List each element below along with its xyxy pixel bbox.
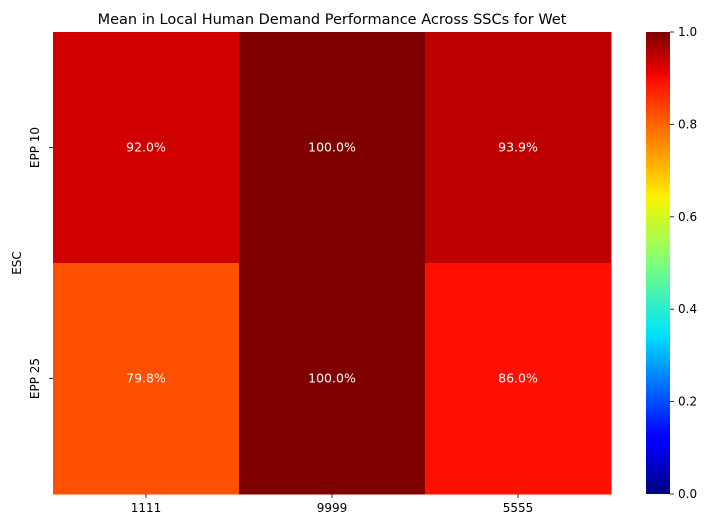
heatmap-cell [53, 32, 240, 264]
heatmap-cell [239, 263, 426, 495]
y-tick-label: EPP 10 [28, 127, 42, 168]
y-axis: EPP 10 EPP 25 [28, 127, 53, 399]
x-tick-label: 1111 [131, 501, 162, 515]
cell-label: 86.0% [498, 371, 538, 386]
colorbar-tick-label: 0.4 [678, 302, 697, 316]
colorbar-tick-label: 0.8 [678, 117, 697, 131]
x-axis: 1111 9999 5555 [131, 494, 534, 515]
y-axis-label: ESC [10, 251, 24, 275]
heatmap-cell [425, 32, 612, 264]
colorbar-tick-label: 1.0 [678, 25, 697, 39]
x-tick-label: 5555 [503, 501, 534, 515]
cell-label: 100.0% [308, 371, 356, 386]
colorbar-ticks: 0.0 0.2 0.4 0.6 0.8 1.0 [670, 25, 697, 501]
heatmap-cell [53, 263, 240, 495]
cell-label: 79.8% [126, 371, 166, 386]
y-tick-label: EPP 25 [28, 358, 42, 399]
heatmap-cell [239, 32, 426, 264]
x-tick-label: 9999 [317, 501, 348, 515]
colorbar-tick-label: 0.2 [678, 395, 697, 409]
cell-label: 93.9% [498, 140, 538, 155]
heatmap-cell [425, 263, 612, 495]
colorbar-tick-label: 0.6 [678, 210, 697, 224]
chart-title: Mean in Local Human Demand Performance A… [98, 12, 567, 28]
colorbar-tick-label: 0.0 [678, 487, 697, 501]
heatmap-cells [53, 32, 612, 495]
cell-label: 92.0% [126, 140, 166, 155]
cell-label: 100.0% [308, 140, 356, 155]
colorbar [646, 32, 670, 494]
cell-labels: 92.0% 100.0% 93.9% 79.8% 100.0% 86.0% [126, 140, 538, 386]
